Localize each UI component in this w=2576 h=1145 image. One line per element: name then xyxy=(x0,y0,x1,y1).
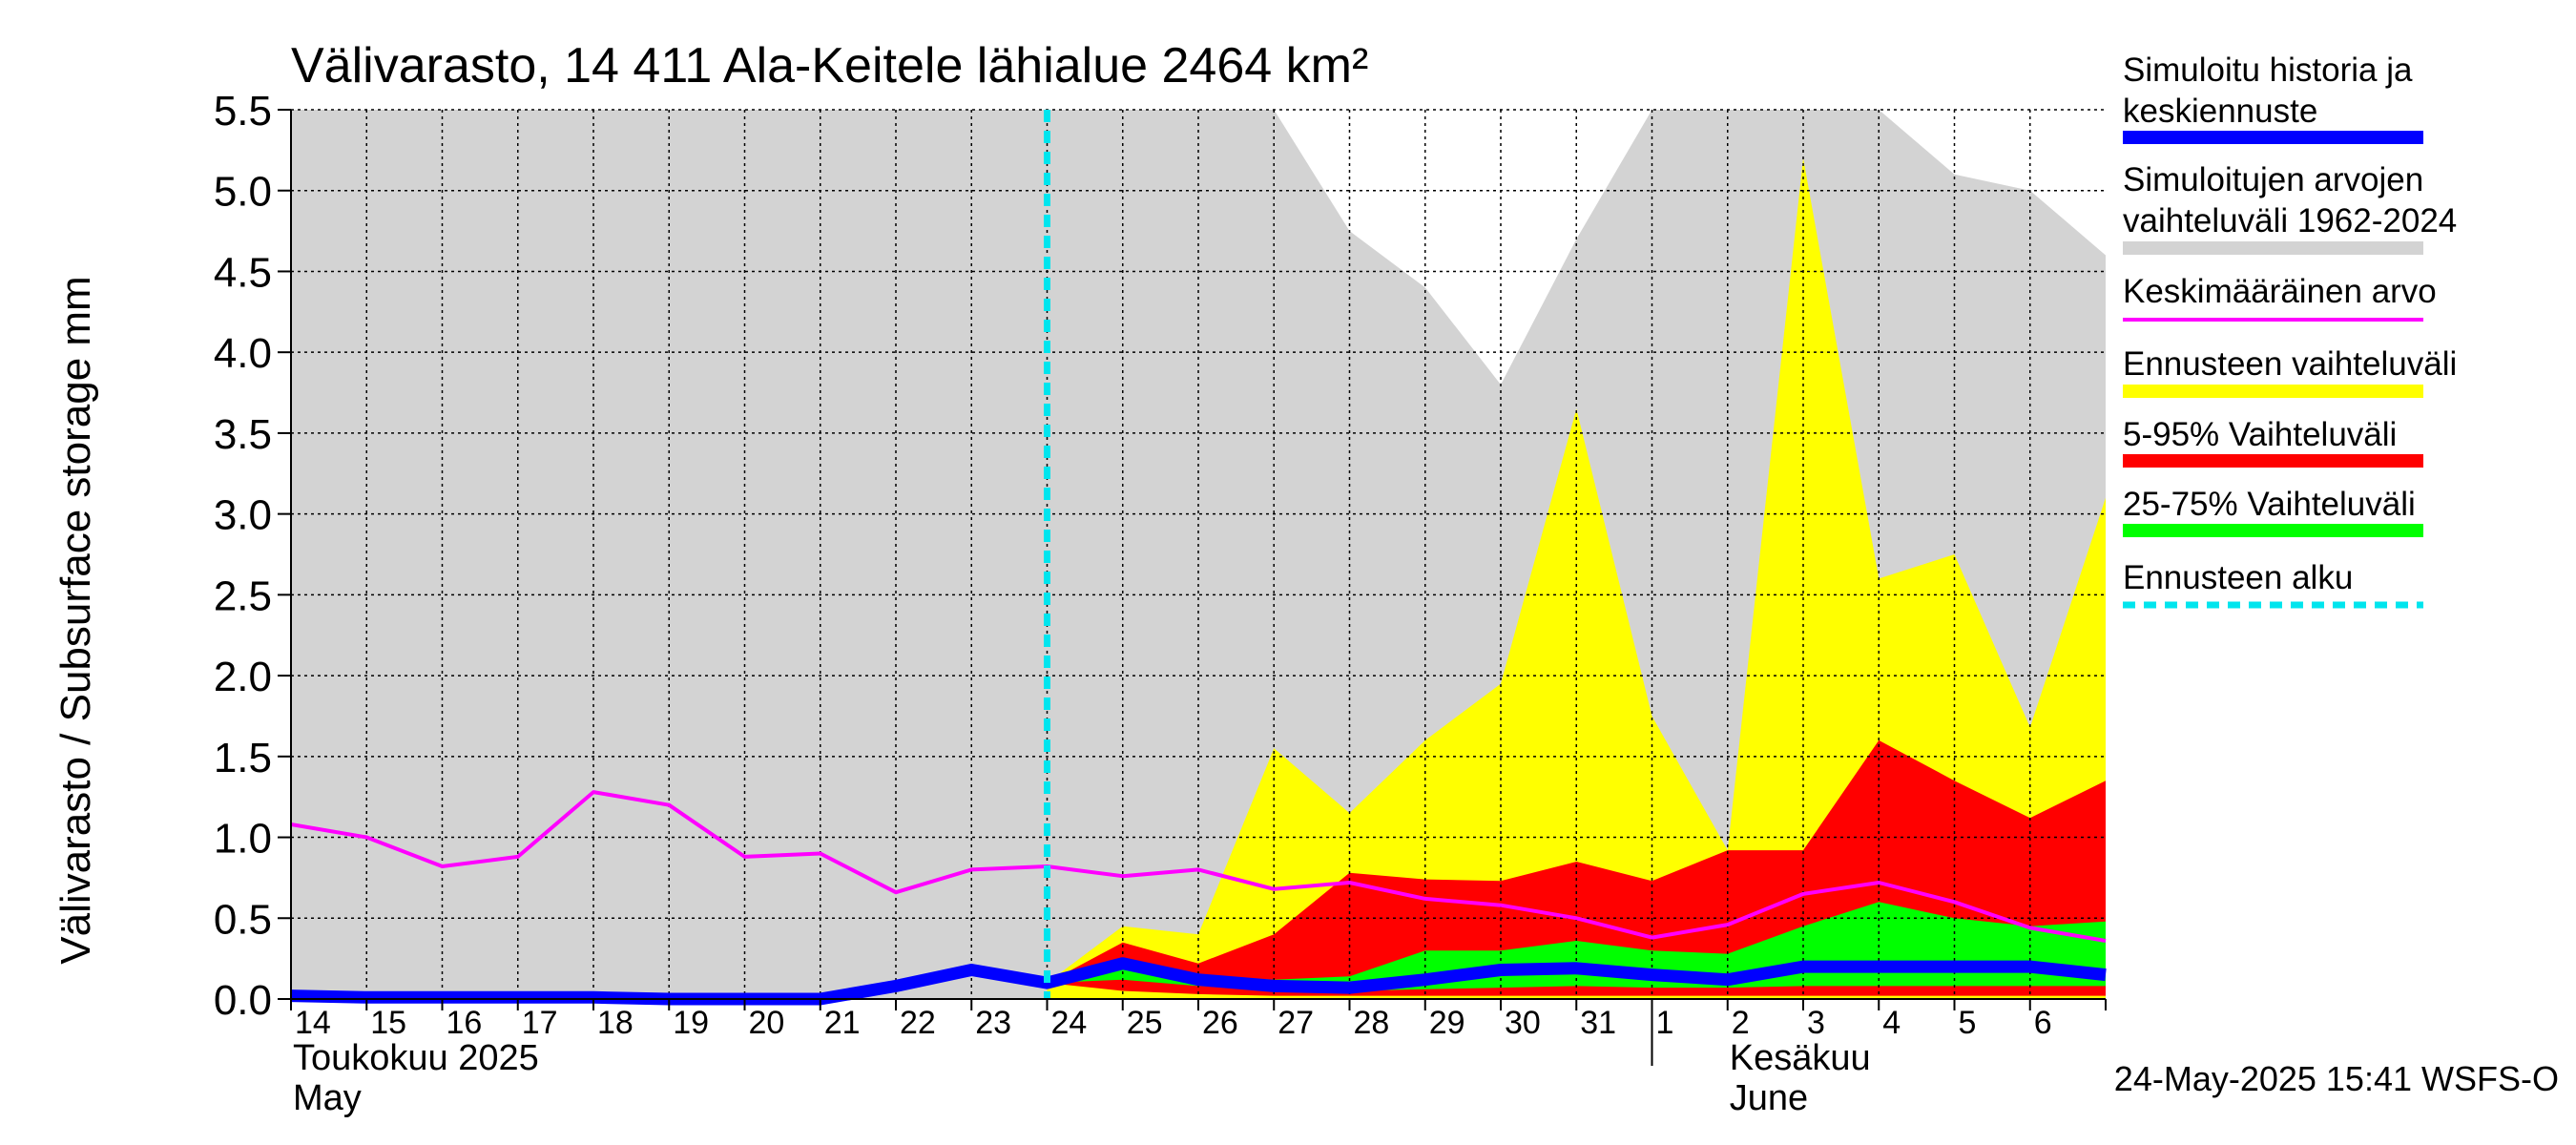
x-tick-label: 25 xyxy=(1127,1005,1163,1041)
x-tick-label: 6 xyxy=(2034,1005,2052,1041)
simulated-history-line xyxy=(290,957,2107,1006)
legend-label: Simuloitujen arvojen xyxy=(2123,161,2423,198)
legend-item: 5-95% Vaihteluväli xyxy=(2123,416,2423,468)
y-tick-label: 2.5 xyxy=(214,572,272,619)
legend-item: Simuloitu historia ja keskiennuste xyxy=(2123,52,2423,144)
month-label-english: May xyxy=(293,1078,362,1118)
x-tick-label: 28 xyxy=(1354,1005,1390,1041)
x-tick-label: 29 xyxy=(1429,1005,1465,1041)
x-tick-label: 31 xyxy=(1580,1005,1616,1041)
y-tick-label: 4.5 xyxy=(214,249,272,296)
y-tick-label: 5.0 xyxy=(214,169,272,216)
grid xyxy=(291,109,2106,999)
legend-label: Simuloitu historia ja xyxy=(2123,52,2413,89)
x-tick-label: 24 xyxy=(1051,1005,1088,1041)
y-tick-label: 1.5 xyxy=(214,735,272,781)
legend-item: Simuloitujen arvojen vaihteluväli 1962-20… xyxy=(2123,161,2457,255)
y-tick-label: 2.0 xyxy=(214,654,272,700)
x-tick-label: 18 xyxy=(597,1005,634,1041)
legend-label: keskiennuste xyxy=(2123,93,2317,130)
legend-item: Keskimääräinen arvo xyxy=(2123,273,2437,322)
legend-label: 25-75% Vaihteluväli xyxy=(2123,486,2416,523)
x-tick-label: 17 xyxy=(522,1005,558,1041)
x-tick-label: 30 xyxy=(1505,1005,1541,1041)
y-axis-label: Välivarasto / Subsurface storage mm xyxy=(52,276,99,964)
y-tick-label: 5.5 xyxy=(214,88,272,135)
month-label-english: June xyxy=(1730,1078,1808,1118)
legend-label: Keskimääräinen arvo xyxy=(2123,273,2437,310)
x-tick-label: 14 xyxy=(295,1005,331,1041)
legend-label: vaihteluväli 1962-2024 xyxy=(2123,202,2457,239)
legend-label: Ennusteen alku xyxy=(2123,559,2353,596)
y-tick-label: 0.0 xyxy=(214,977,272,1024)
x-tick-label: 20 xyxy=(749,1005,785,1041)
legend: Simuloitu historia jakeskiennusteSimuloi… xyxy=(2123,52,2457,609)
chart-title: Välivarasto, 14 411 Ala-Keitele lähialue… xyxy=(291,38,1368,94)
y-tick-label: 1.0 xyxy=(214,816,272,863)
footer-timestamp: 24-May-2025 15:41 WSFS-O xyxy=(2114,1059,2559,1098)
legend-item: Ennusteen vaihteluväli xyxy=(2123,345,2457,398)
x-tick-label: 16 xyxy=(447,1005,483,1041)
y-tick-label: 3.0 xyxy=(214,492,272,539)
y-tick-label: 4.0 xyxy=(214,330,272,377)
x-tick-label: 23 xyxy=(975,1005,1011,1041)
x-tick-label: 21 xyxy=(824,1005,861,1041)
x-tick-label: 19 xyxy=(673,1005,709,1041)
legend-label: 5-95% Vaihteluväli xyxy=(2123,416,2397,453)
axes: 0.00.51.01.52.02.53.03.54.04.55.05.514 15… xyxy=(214,88,2107,1118)
legend-label: Ennusteen vaihteluväli xyxy=(2123,345,2457,383)
x-tick-label: 5 xyxy=(1959,1005,1977,1041)
x-tick-label: 22 xyxy=(900,1005,936,1041)
x-tick-label: 4 xyxy=(1882,1005,1901,1041)
x-tick-label: 26 xyxy=(1202,1005,1238,1041)
legend-item: 25-75% Vaihteluväli xyxy=(2123,486,2423,537)
series-lines xyxy=(290,110,2107,1006)
x-tick-label: 2 xyxy=(1732,1005,1750,1041)
mean-value-line xyxy=(290,790,2107,943)
legend-item: Ennusteen alku xyxy=(2123,559,2423,609)
x-tick-label: 3 xyxy=(1807,1005,1825,1041)
y-tick-label: 0.5 xyxy=(214,896,272,943)
x-tick-label: 15 xyxy=(370,1005,406,1041)
x-tick-label: 27 xyxy=(1278,1005,1314,1041)
x-tick-label: 1 xyxy=(1656,1005,1674,1041)
month-label: Toukokuu 2025 xyxy=(293,1038,539,1078)
y-tick-label: 3.5 xyxy=(214,411,272,458)
month-label: Kesäkuu xyxy=(1730,1038,1871,1078)
